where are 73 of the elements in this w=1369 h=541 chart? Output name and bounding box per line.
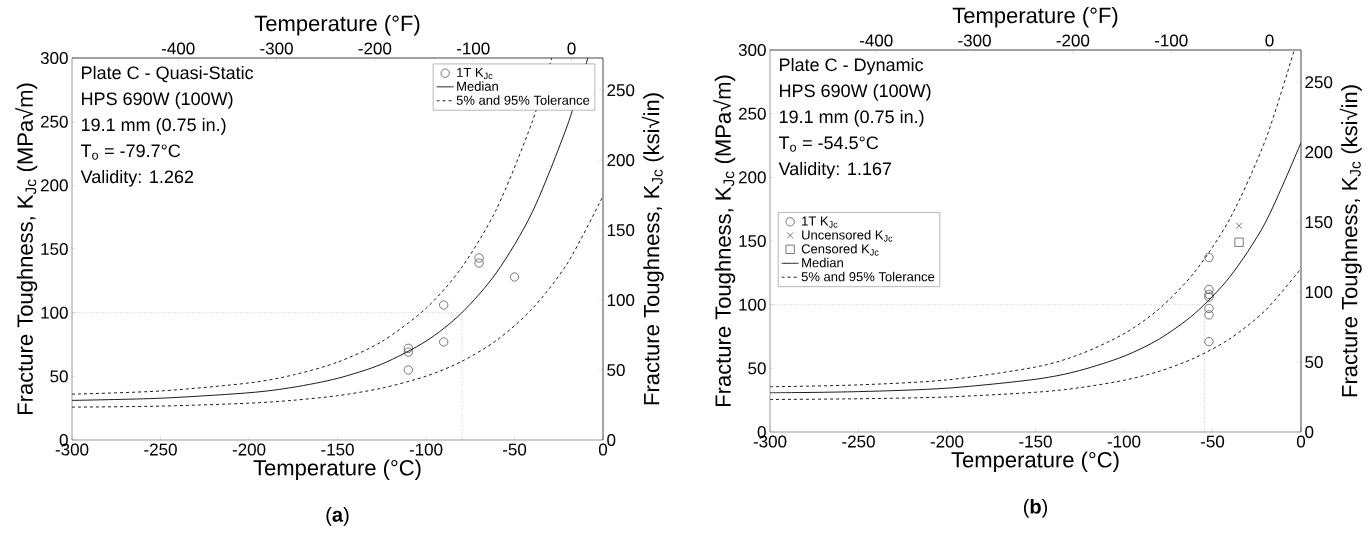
x2-axis-title: Temperature (°F) bbox=[254, 15, 420, 36]
x-axis-title: Temperature (°C) bbox=[951, 451, 1119, 472]
legend-label: Median bbox=[802, 257, 843, 268]
y2-tick-label: 50 bbox=[607, 364, 625, 377]
y-tick-label: 150 bbox=[41, 242, 68, 256]
x-tick-label: -50 bbox=[1200, 435, 1225, 448]
y-tick-label: 200 bbox=[40, 179, 68, 192]
y-tick-label: 50 bbox=[748, 362, 766, 375]
legend-label: 1T K$_{Jc}$ bbox=[802, 216, 838, 228]
y2-tick-label: 100 bbox=[607, 294, 635, 307]
x2-tick-label: -200 bbox=[358, 42, 392, 55]
annotation: HPS 690W (100W) bbox=[82, 91, 233, 109]
y2-tick-label: 200 bbox=[607, 154, 635, 167]
y2-tick-label: 250 bbox=[607, 84, 635, 97]
text: (a) bbox=[326, 507, 349, 526]
y2-tick-label: 0 bbox=[1305, 425, 1314, 439]
y-tick-label: 50 bbox=[50, 370, 68, 383]
x-tick-label: -150 bbox=[1019, 435, 1052, 448]
annotation: Plate C - Dynamic bbox=[780, 57, 924, 75]
x2-tick-label: -100 bbox=[456, 42, 490, 55]
legend-label: 5% and 95% Tolerance bbox=[456, 95, 590, 105]
x2-tick-label: -300 bbox=[958, 34, 991, 47]
y2-axis-title: Fracture Toughness, K$_{Jc}$ (ksi√in) bbox=[1339, 85, 1362, 397]
annotation: T$_{o}$ = -54.5°C bbox=[778, 136, 879, 152]
legend-label: 1T K$_{Jc}$ bbox=[457, 67, 493, 80]
y-tick-label: 250 bbox=[738, 107, 766, 120]
x-tick-label: -200 bbox=[930, 435, 964, 448]
legend-label: 5% and 95% Tolerance bbox=[801, 271, 935, 282]
annotation: Validity: 1.262 bbox=[80, 169, 194, 187]
x-tick-label: 0 bbox=[598, 443, 608, 456]
y-tick-label: 100 bbox=[41, 306, 68, 319]
x-tick-label: -250 bbox=[144, 443, 177, 456]
y-tick-label: 200 bbox=[738, 171, 766, 184]
x-axis-title: Temperature (°C) bbox=[253, 459, 421, 480]
y2-tick-label: 250 bbox=[1305, 76, 1333, 89]
y2-tick-label: 200 bbox=[1305, 146, 1333, 159]
x-tick-label: -100 bbox=[409, 443, 443, 456]
y2-tick-label: 100 bbox=[1305, 286, 1333, 299]
y2-axis-title: Fracture Toughness, K$_{Jc}$ (ksi√in) bbox=[641, 93, 664, 405]
annotation: Plate C - Quasi-Static bbox=[82, 65, 254, 83]
legend-label: Censored K$_{Jc}$ bbox=[801, 243, 879, 256]
annotation: 19.1 mm (0.75 in.) bbox=[779, 109, 924, 127]
y2-tick-label: 50 bbox=[1305, 356, 1323, 369]
annotation: 19.1 mm (0.75 in.) bbox=[81, 117, 226, 135]
x2-tick-label: -200 bbox=[1056, 34, 1090, 47]
y-tick-label: 150 bbox=[739, 234, 766, 248]
x-tick-label: 0 bbox=[1296, 435, 1306, 448]
legend-label: Median bbox=[457, 81, 498, 91]
annotation: HPS 690W (100W) bbox=[780, 83, 931, 101]
annotation: Validity: 1.167 bbox=[778, 161, 892, 179]
y-tick-label: 250 bbox=[40, 115, 68, 128]
y2-tick-label: 150 bbox=[1305, 216, 1333, 229]
y-tick-label: 300 bbox=[738, 43, 766, 57]
x2-tick-label: -400 bbox=[859, 34, 893, 47]
legend-label: Uncensored K$_{Jc}$ bbox=[802, 229, 893, 242]
y-axis-title: Fracture Toughness, K$_{Jc}$ (MPa√m) bbox=[15, 83, 38, 414]
annotation: T$_{o}$ = -79.7°C bbox=[80, 144, 181, 160]
y2-tick-label: 150 bbox=[607, 224, 635, 237]
text: (b) bbox=[1023, 499, 1048, 518]
x2-tick-label: 0 bbox=[1265, 34, 1274, 47]
x-tick-label: -150 bbox=[321, 443, 354, 456]
x-tick-label: -250 bbox=[842, 435, 875, 448]
x-tick-label: -50 bbox=[502, 443, 527, 456]
x2-tick-label: 0 bbox=[567, 42, 576, 55]
x2-axis-title: Temperature (°F) bbox=[952, 7, 1118, 28]
x2-tick-label: -400 bbox=[161, 42, 195, 55]
x-tick-label: -200 bbox=[232, 443, 266, 456]
y-tick-label: 100 bbox=[739, 298, 766, 311]
y-axis-title: Fracture Toughness, K$_{Jc}$ (MPa√m) bbox=[713, 75, 736, 406]
x-tick-label: -100 bbox=[1107, 435, 1141, 448]
x2-tick-label: -300 bbox=[260, 42, 293, 55]
y-tick-label: 300 bbox=[40, 51, 68, 65]
x2-tick-label: -100 bbox=[1154, 34, 1188, 47]
